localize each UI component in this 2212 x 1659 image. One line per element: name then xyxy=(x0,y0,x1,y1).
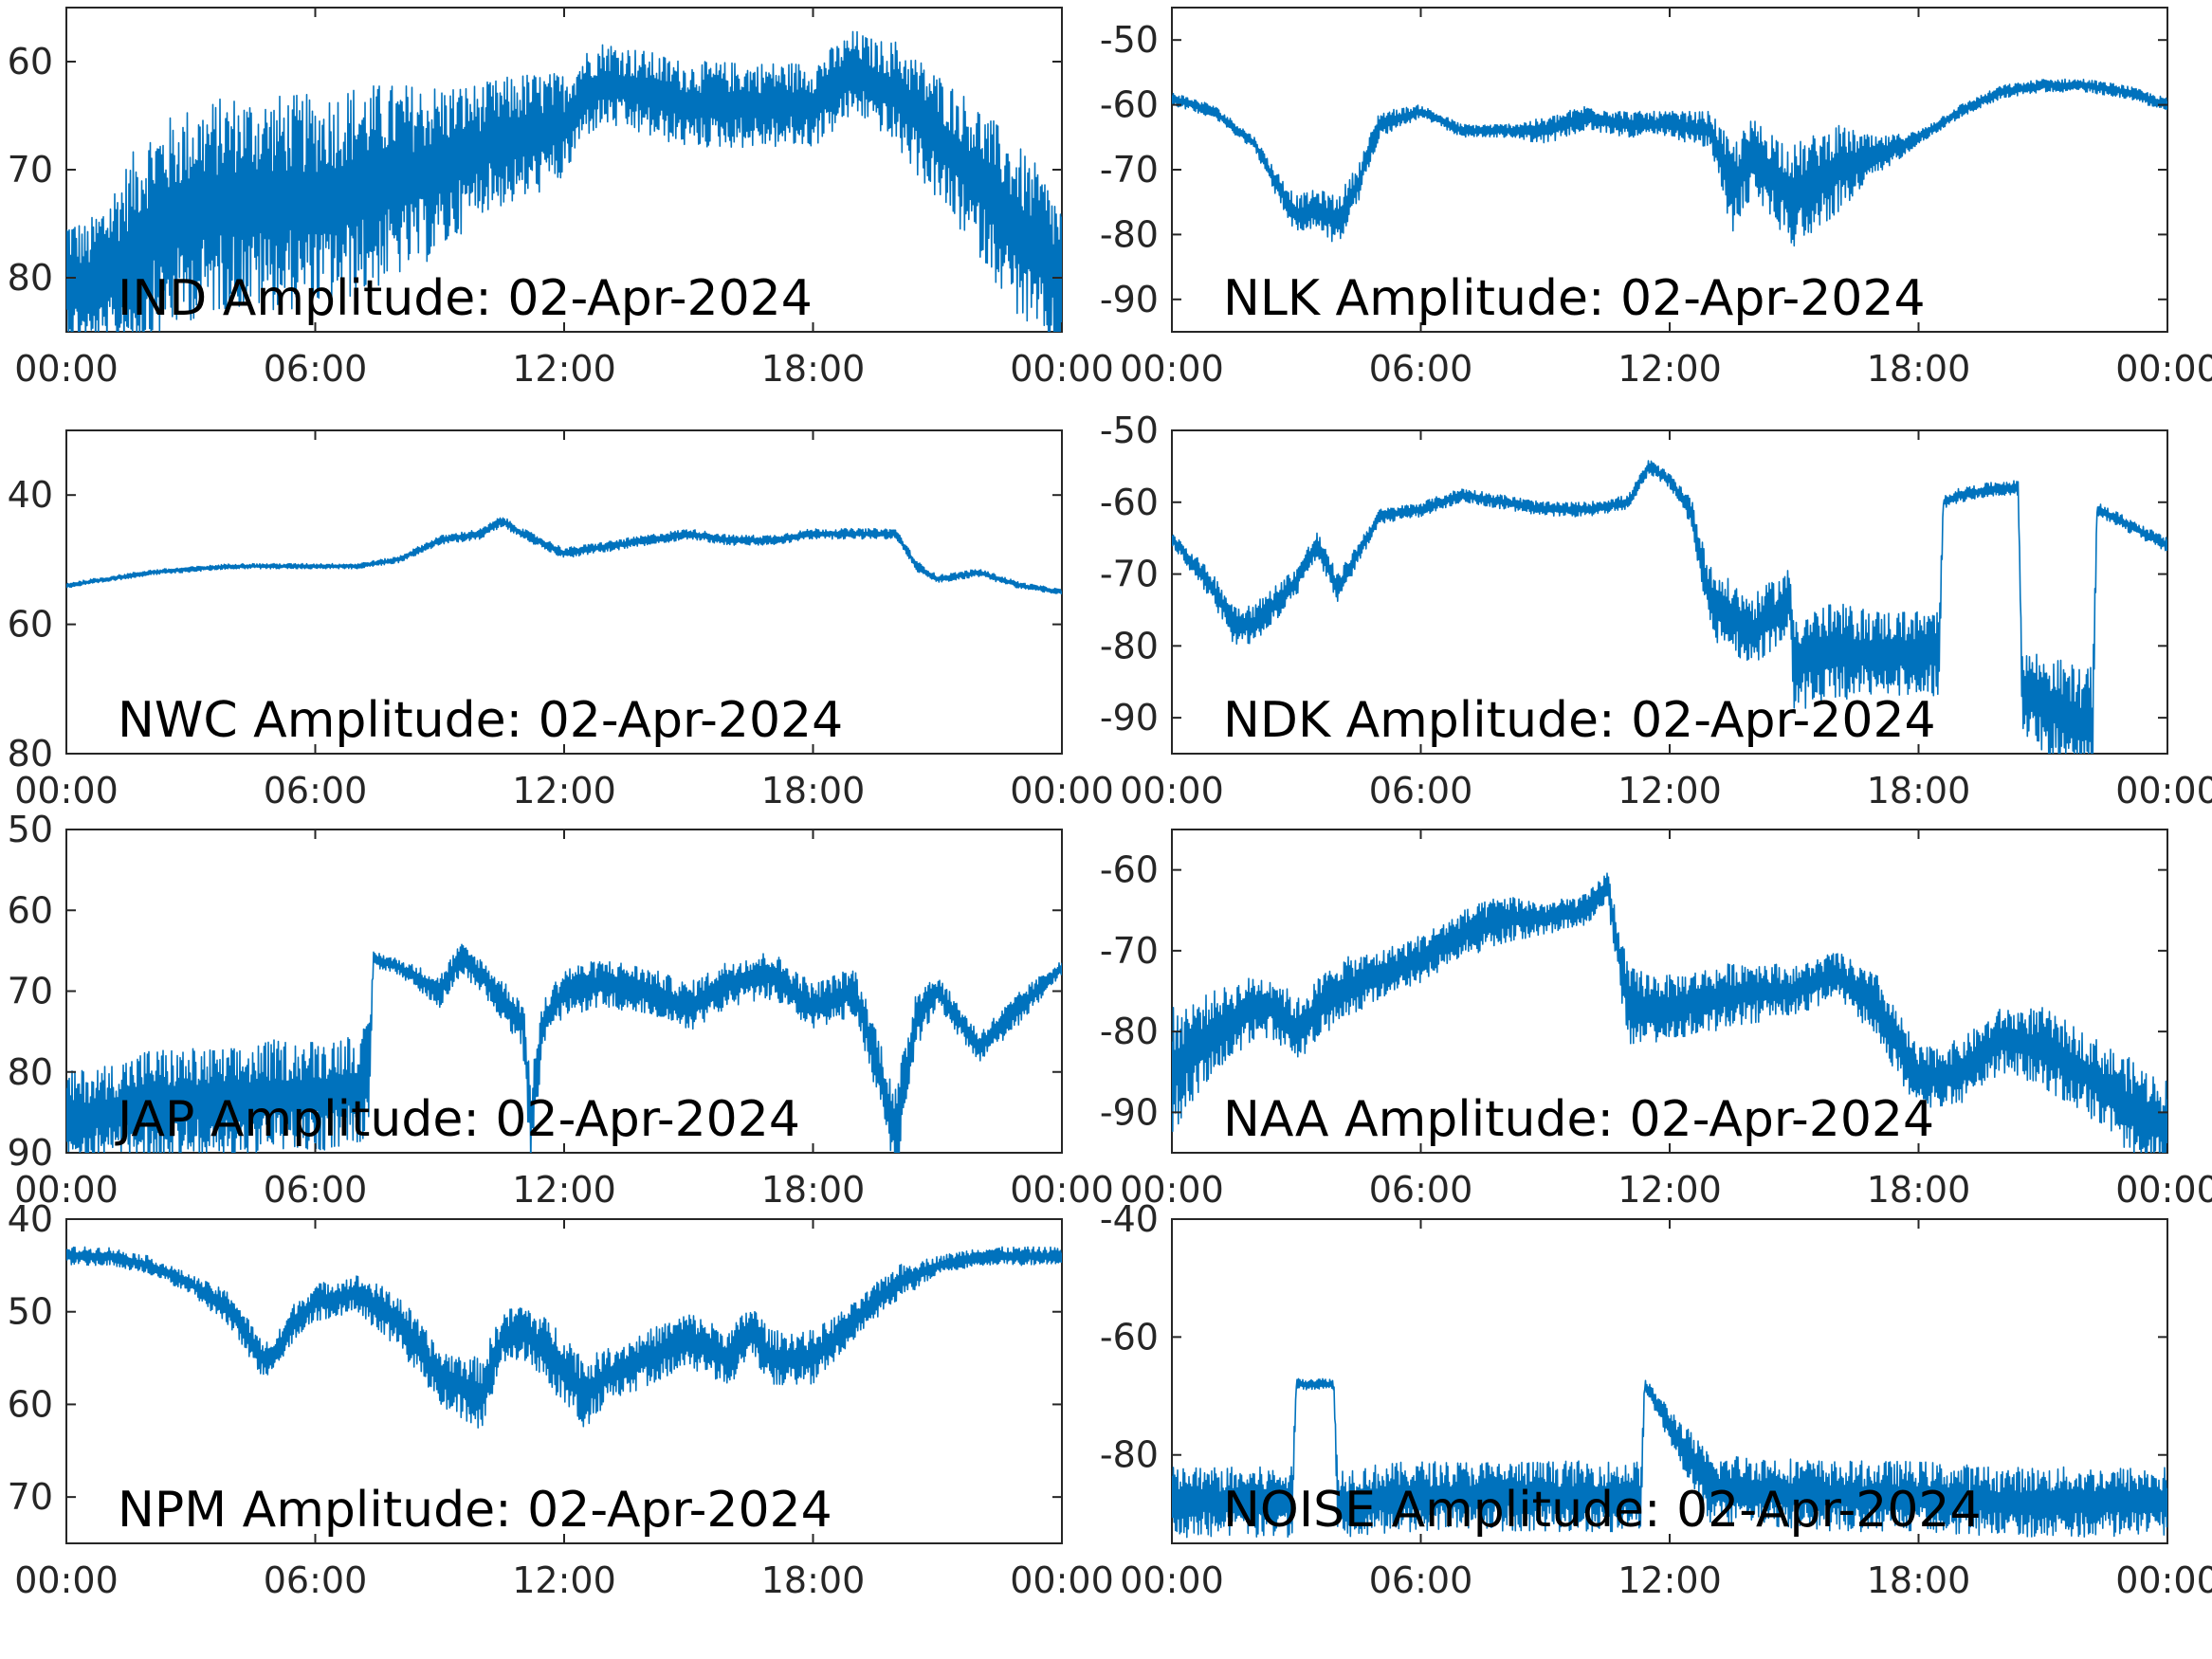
x-tick-label: 00:00 xyxy=(14,1559,119,1601)
panel-jap: 00:00 06:00 12:00 18:00 00:00 50 60 70 80 90 JAP A… xyxy=(8,809,1114,1211)
x-tick-label: 12:00 xyxy=(1618,348,1722,390)
panel-title: NDK Amplitude: 02-Apr-2024 xyxy=(1223,692,1936,749)
x-tick-label: 18:00 xyxy=(1867,348,1971,390)
x-tick-label: 06:00 xyxy=(264,1169,368,1211)
y-tick-label: -50 xyxy=(1100,19,1159,61)
x-tick-label: 06:00 xyxy=(264,348,368,390)
y-tick-label: 70 xyxy=(8,971,53,1012)
y-tick-label: 90 xyxy=(8,1132,53,1174)
x-tick-label: 00:00 xyxy=(1010,1169,1114,1211)
x-tick-label: 06:00 xyxy=(1369,770,1473,811)
y-tick-label: 60 xyxy=(8,604,53,646)
panel-nlk: 00:00 06:00 12:00 18:00 00:00 -50 -60 -70 -80 -90… xyxy=(1100,7,2212,390)
x-tick-label: 00:00 xyxy=(14,348,119,390)
x-tick-label: 00:00 xyxy=(1120,1169,1224,1211)
panel-naa: 00:00 06:00 12:00 18:00 00:00 -60 -70 -80 -90 NAA… xyxy=(1100,829,2212,1211)
x-tick-label: 18:00 xyxy=(761,1559,866,1601)
x-tick-label: 12:00 xyxy=(1618,1169,1722,1211)
y-tick-label: -70 xyxy=(1100,930,1159,972)
y-tick-label: -90 xyxy=(1100,279,1159,320)
y-tick-label: 70 xyxy=(8,149,53,191)
y-tick-label: 40 xyxy=(8,474,53,516)
y-tick-label: -80 xyxy=(1100,1011,1159,1052)
panel-title: IND Amplitude: 02-Apr-2024 xyxy=(118,270,813,327)
y-tick-label: 60 xyxy=(8,889,53,931)
x-tick-label: 06:00 xyxy=(1369,348,1473,390)
x-tick-label: 00:00 xyxy=(2115,348,2212,390)
y-tick-label: 50 xyxy=(8,809,53,850)
panel-ndk: 00:00 06:00 12:00 18:00 00:00 -50 -60 -70 -80 -90… xyxy=(1100,410,2212,811)
y-tick-label: -70 xyxy=(1100,554,1159,595)
y-tick-label: 40 xyxy=(8,1198,53,1240)
series-line xyxy=(1172,872,2167,1153)
x-tick-label: 18:00 xyxy=(1867,1169,1971,1211)
x-tick-label: 18:00 xyxy=(1867,1559,1971,1601)
x-tick-label: 06:00 xyxy=(1369,1559,1473,1601)
x-tick-label: 06:00 xyxy=(264,1559,368,1601)
y-tick-label: 50 xyxy=(8,1291,53,1333)
panel-noise: 00:00 06:00 12:00 18:00 00:00 -40 -60 -80 NOISE … xyxy=(1100,1198,2212,1601)
series-line xyxy=(66,1246,1062,1429)
x-tick-label: 00:00 xyxy=(1010,770,1114,811)
axes-frame xyxy=(1171,7,2168,333)
x-tick-label: 00:00 xyxy=(1010,348,1114,390)
panel-nwc: 00:00 06:00 12:00 18:00 00:00 40 60 80 NWC Ampli… xyxy=(8,429,1114,811)
series-line xyxy=(1172,460,2167,754)
series-line xyxy=(66,517,1062,595)
x-tick-label: 18:00 xyxy=(761,1169,866,1211)
x-tick-label: 12:00 xyxy=(1618,770,1722,811)
x-tick-label: 18:00 xyxy=(761,770,866,811)
x-tick-label: 00:00 xyxy=(2115,770,2212,811)
y-tick-label: -60 xyxy=(1100,84,1159,126)
y-tick-label: -80 xyxy=(1100,1434,1159,1476)
y-tick-label: -80 xyxy=(1100,625,1159,666)
x-tick-label: 12:00 xyxy=(512,770,616,811)
y-tick-label: -40 xyxy=(1100,1198,1159,1240)
x-tick-label: 12:00 xyxy=(512,1559,616,1601)
x-tick-label: 12:00 xyxy=(512,348,616,390)
y-tick-label: 60 xyxy=(8,41,53,82)
y-tick-label: -60 xyxy=(1100,849,1159,891)
y-tick-label: -50 xyxy=(1100,410,1159,451)
y-tick-label: -60 xyxy=(1100,482,1159,523)
panel-title: NWC Amplitude: 02-Apr-2024 xyxy=(118,692,843,749)
x-tick-label: 12:00 xyxy=(1618,1559,1722,1601)
x-tick-label: 00:00 xyxy=(14,1169,119,1211)
panel-title: NLK Amplitude: 02-Apr-2024 xyxy=(1223,270,1926,327)
x-tick-label: 06:00 xyxy=(1369,1169,1473,1211)
y-tick-label: 80 xyxy=(8,1051,53,1093)
y-tick-label: 60 xyxy=(8,1383,53,1425)
panel-title: NPM Amplitude: 02-Apr-2024 xyxy=(118,1482,832,1539)
y-tick-label: -60 xyxy=(1100,1316,1159,1358)
x-tick-label: 00:00 xyxy=(1010,1559,1114,1601)
panel-title: JAP Amplitude: 02-Apr-2024 xyxy=(115,1091,800,1148)
panel-npm: 00:00 06:00 12:00 18:00 00:00 40 50 60 70 NPM Amp… xyxy=(8,1198,1114,1601)
x-tick-label: 06:00 xyxy=(264,770,368,811)
y-tick-label: -80 xyxy=(1100,213,1159,255)
x-tick-label: 00:00 xyxy=(14,770,119,811)
y-tick-label: -90 xyxy=(1100,1091,1159,1133)
panel-title: NOISE Amplitude: 02-Apr-2024 xyxy=(1223,1482,1982,1539)
y-tick-label: 80 xyxy=(8,257,53,299)
x-tick-label: 18:00 xyxy=(761,348,866,390)
x-tick-label: 00:00 xyxy=(1120,770,1224,811)
y-tick-label: 70 xyxy=(8,1476,53,1518)
y-tick-label: 80 xyxy=(8,733,53,775)
x-tick-label: 00:00 xyxy=(2115,1169,2212,1211)
x-tick-label: 12:00 xyxy=(512,1169,616,1211)
y-tick-label: -70 xyxy=(1100,149,1159,191)
x-tick-label: 00:00 xyxy=(1120,1559,1224,1601)
series-line xyxy=(1172,78,2167,247)
panel-title: NAA Amplitude: 02-Apr-2024 xyxy=(1223,1091,1934,1148)
series-line xyxy=(1172,1377,2167,1539)
series-line xyxy=(66,30,1062,332)
x-tick-label: 00:00 xyxy=(1120,348,1224,390)
series-line xyxy=(66,943,1062,1153)
x-tick-label: 00:00 xyxy=(2115,1559,2212,1601)
axes-frame xyxy=(65,429,1063,755)
x-tick-label: 18:00 xyxy=(1867,770,1971,811)
y-tick-label: -90 xyxy=(1100,697,1159,738)
